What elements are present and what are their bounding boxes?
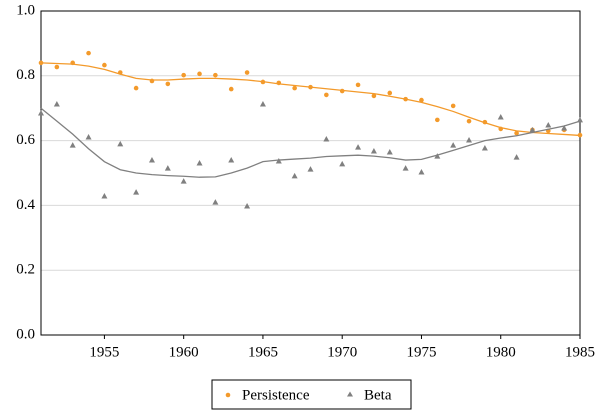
point [244, 70, 250, 75]
point [291, 172, 298, 179]
point [101, 193, 108, 199]
y-tick-label: 0.4 [16, 197, 35, 213]
x-tick-label: 1985 [565, 344, 595, 360]
point [577, 132, 583, 138]
point [149, 78, 155, 84]
legend-marker [225, 392, 231, 398]
point [339, 160, 346, 167]
point [117, 70, 123, 75]
point [339, 88, 345, 94]
legend-label: Persistence [242, 387, 310, 403]
smooth-line [40, 107, 581, 178]
point [102, 62, 107, 68]
point [355, 144, 362, 150]
point [260, 79, 266, 85]
point [196, 159, 203, 166]
point [514, 130, 519, 136]
legend-box [211, 379, 412, 410]
point [165, 81, 171, 87]
point [275, 158, 282, 164]
legend-marker [347, 391, 353, 397]
legend-label: Beta [364, 387, 392, 403]
point [53, 100, 60, 107]
point [276, 80, 282, 86]
point [402, 165, 409, 171]
x-tick-label: 1970 [327, 344, 357, 360]
point [213, 72, 218, 78]
plot-frame [40, 10, 581, 336]
point [133, 189, 140, 195]
point [418, 169, 425, 175]
x-tick-label: 1975 [406, 344, 436, 360]
y-tick-label: 1.0 [16, 2, 35, 18]
point [419, 97, 424, 103]
point [577, 116, 583, 123]
point [86, 50, 91, 56]
point [181, 72, 186, 78]
point [545, 122, 552, 128]
point [70, 60, 76, 66]
point [197, 71, 202, 77]
point [498, 126, 504, 132]
x-tick-label: 1960 [169, 344, 199, 360]
y-tick-label: 0.2 [16, 262, 35, 278]
point [482, 119, 488, 125]
point [54, 64, 60, 70]
point [38, 60, 44, 66]
point [450, 103, 456, 109]
x-tick-label: 1980 [486, 344, 516, 360]
point [403, 96, 408, 102]
point [308, 84, 313, 90]
point [466, 136, 473, 143]
point [387, 90, 393, 96]
point [561, 124, 568, 131]
x-tick-label: 1965 [248, 344, 278, 360]
point [466, 118, 472, 124]
point [164, 165, 171, 171]
point [355, 82, 361, 88]
point [529, 126, 536, 133]
point [259, 100, 266, 107]
point [212, 199, 219, 205]
point [324, 92, 329, 98]
y-tick-label: 0.6 [16, 132, 35, 148]
point [481, 145, 488, 151]
point [228, 86, 234, 92]
point [292, 85, 297, 91]
point [69, 142, 76, 148]
point [85, 134, 92, 140]
point [133, 85, 139, 91]
point [497, 113, 504, 120]
point [513, 154, 520, 160]
point [370, 147, 377, 154]
point [435, 117, 440, 123]
point [434, 153, 441, 159]
point [386, 148, 393, 155]
y-tick-label: 0.8 [16, 67, 35, 83]
point [228, 157, 235, 163]
x-tick-label: 1955 [89, 344, 119, 360]
point [307, 166, 314, 172]
point [180, 178, 187, 184]
point [450, 142, 457, 148]
point [38, 110, 44, 116]
point [117, 140, 124, 147]
point [323, 135, 330, 142]
point [148, 157, 155, 163]
y-tick-label: 0.0 [16, 326, 35, 342]
point [244, 203, 251, 209]
point [371, 93, 377, 99]
